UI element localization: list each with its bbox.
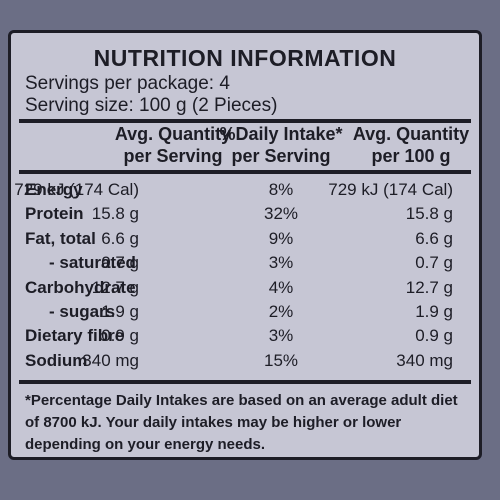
per-serving-value: 12.7 g <box>91 277 139 297</box>
per-serving-value: 729 kJ (174 Cal) <box>14 180 139 199</box>
nutrient-name: Dietary fibre <box>25 326 125 346</box>
per-100g-value: 1.9 g <box>415 302 453 321</box>
column-header-per-serving: Avg. Quantity per Serving <box>114 124 232 166</box>
nutrient-name: Energy <box>25 180 83 199</box>
nutrient-name: - sugars <box>49 302 116 321</box>
per-100g-value: 0.7 g <box>415 253 453 273</box>
per-serving-value: 15.8 g <box>91 204 139 224</box>
per-serving-value: 0.7 g <box>101 253 139 273</box>
column-header-daily-intake: %Daily Intake* per Serving <box>219 124 343 166</box>
per-serving-value: 1.9 g <box>101 302 139 321</box>
nutrient-row: Carbohydrate 12.7 g 4% 12.7 g <box>11 276 479 299</box>
daily-intake-value: 2% <box>268 302 294 321</box>
per-100g-value: 0.9 g <box>415 326 453 346</box>
daily-intake-value: 8% <box>268 180 294 199</box>
divider-header <box>19 170 471 174</box>
serving-size: Serving size: 100 g (2 Pieces) <box>25 95 278 116</box>
column-header-per-100g: Avg. Quantity per 100 g <box>352 124 470 166</box>
footnote: *Percentage Daily Intakes are based on a… <box>25 392 458 453</box>
per-100g-value: 12.7 g <box>405 277 453 297</box>
per-100g-value: 15.8 g <box>405 204 453 224</box>
nutrient-row: Dietary fibre 0.9 g 3% 0.9 g <box>11 324 479 347</box>
per-serving-value: 340 mg <box>82 350 139 370</box>
nutrient-name: - saturated <box>49 253 136 273</box>
nutrient-name: Sodium <box>25 350 88 370</box>
nutrient-row: - saturated 0.7 g 3% 0.7 g <box>11 251 479 274</box>
nutrient-name: Fat, total <box>25 228 96 248</box>
per-100g-value: 729 kJ (174 Cal) <box>328 180 453 199</box>
daily-intake-value: 3% <box>268 253 294 273</box>
nutrient-row: Sodium 340 mg 15% 340 mg <box>11 349 479 372</box>
per-serving-value: 0.9 g <box>101 326 139 346</box>
per-100g-value: 6.6 g <box>415 228 453 248</box>
daily-intake-value: 32% <box>263 204 299 224</box>
daily-intake-value: 3% <box>268 326 294 346</box>
nutrient-row: - sugars 1.9 g 2% 1.9 g <box>11 300 479 323</box>
nutrient-row: Energy 729 kJ (174 Cal) 8% 729 kJ (174 Cal) <box>11 178 479 201</box>
daily-intake-value: 15% <box>263 350 299 370</box>
divider-top <box>19 119 471 123</box>
servings-per-package: Servings per package: 4 <box>25 73 230 94</box>
nutrient-name: Carbohydrate <box>25 277 136 297</box>
daily-intake-value: 9% <box>268 228 294 248</box>
panel-title: NUTRITION INFORMATION <box>93 45 397 71</box>
nutrient-name: Protein <box>25 204 84 224</box>
nutrition-panel: NUTRITION INFORMATION Servings per packa… <box>8 30 482 460</box>
nutrient-row: Protein 15.8 g 32% 15.8 g <box>11 202 479 225</box>
daily-intake-value: 4% <box>268 277 294 297</box>
divider-bottom <box>19 380 471 384</box>
nutrient-row: Fat, total 6.6 g 9% 6.6 g <box>11 227 479 250</box>
per-100g-value: 340 mg <box>396 350 453 370</box>
per-serving-value: 6.6 g <box>101 228 139 248</box>
